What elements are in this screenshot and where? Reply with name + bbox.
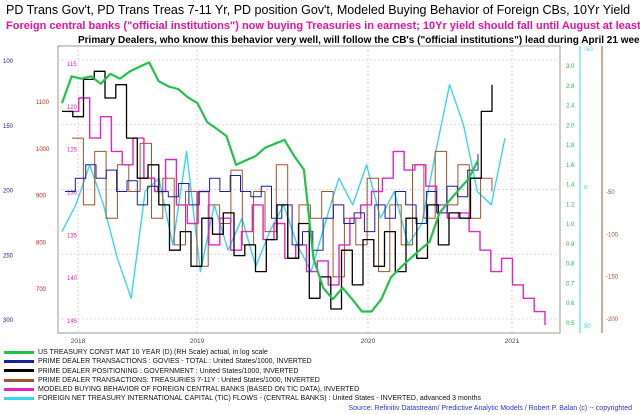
axis-left-outer-tick: 100	[3, 59, 14, 65]
axis-right-brown-tick: -150	[606, 275, 619, 281]
x-axis-tick-label: 2018	[71, 338, 86, 345]
axis-right-cyan-tick: 50	[584, 324, 591, 330]
legend-swatch	[4, 350, 34, 354]
axis-right-brown-tick: -50	[606, 190, 615, 196]
axis-left-pink-tick: 115	[67, 62, 77, 68]
source-credit: Source: Refinitiv Datastream/ Predictive…	[348, 405, 633, 412]
legend-swatch	[4, 387, 34, 391]
axis-left-outer-tick: 150	[3, 124, 14, 130]
axis-right-green-tick: 3.0	[566, 64, 575, 70]
axis-right-green-tick: 2.4	[566, 104, 575, 110]
axis-left-pink-tick: 125	[67, 148, 78, 154]
chart-subtitle: Foreign central banks ("official institu…	[6, 20, 640, 32]
legend-item: US TREASURY CONST MAT 10 YEAR (D) (RH Sc…	[4, 348, 524, 357]
axis-right-brown-tick: -200	[606, 317, 619, 323]
legend-label: PRIME DEALER TRANSACTIONS : GOVIES - TOT…	[38, 358, 312, 366]
legend-label: US TREASURY CONST MAT 10 YEAR (D) (RH Sc…	[38, 349, 268, 356]
axis-left-red-tick: 800	[36, 240, 47, 246]
legend-item: MODELED BUYING BEHAVIOR OF FOREIGN CENTR…	[4, 385, 524, 394]
legend-swatch	[4, 359, 34, 363]
x-axis-tick-label: 2019	[190, 338, 205, 345]
axis-left-pink-tick: 130	[67, 191, 78, 197]
series-line-govies-total	[65, 154, 479, 251]
legend-item: PRIME DEALER TRANSACTIONS : GOVIES - TOT…	[4, 357, 524, 366]
axis-right-green-tick: 1.8	[566, 143, 575, 149]
chart-header: PD Trans Gov't, PD Trans Treas 7-11 Yr, …	[0, 0, 640, 46]
legend-swatch	[4, 378, 34, 382]
axis-right-green-tick: 2.0	[566, 123, 575, 129]
legend-label: PRIME DEALER TRANSACTIONS: TREASURIES 7-…	[38, 376, 320, 384]
legend: US TREASURY CONST MAT 10 YEAR (D) (RH Sc…	[4, 348, 524, 404]
legend-label: PRIME DEALER POSITIONING : GOVERNMENT : …	[38, 367, 299, 375]
axis-left-red-tick: 700	[36, 287, 47, 293]
series-line-foreign-cb	[68, 97, 546, 325]
axis-left-outer-tick: 300	[3, 318, 14, 324]
series-line-yield10	[60, 61, 479, 313]
axis-right-green-tick: 0.8	[566, 262, 575, 268]
axis-right-cyan-tick: -50	[584, 47, 593, 53]
legend-item: PRIME DEALER TRANSACTIONS: TREASURIES 7-…	[4, 376, 524, 385]
axis-right-green-tick: 0.7	[566, 281, 575, 287]
legend-swatch	[4, 397, 34, 401]
axis-right-green-tick: 1.4	[566, 183, 575, 189]
legend-swatch	[4, 369, 34, 373]
axis-left-pink-tick: 145	[67, 319, 78, 325]
axis-left-red-tick: 1100	[36, 100, 50, 106]
axis-left-red-tick: 1000	[36, 147, 50, 153]
axis-right-green-tick: 1.2	[566, 202, 575, 208]
legend-label: FOREIGN NET TREASURY INTERNATIONAL CAPIT…	[38, 395, 481, 403]
axis-right-green-tick: 0.5	[566, 321, 575, 327]
chart-title: PD Trans Gov't, PD Trans Treas 7-11 Yr, …	[6, 3, 631, 17]
axis-right-green-tick: 0.6	[566, 301, 575, 307]
x-axis-tick-label: 2021	[505, 338, 520, 345]
x-axis-tick-label: 2020	[361, 338, 376, 345]
legend-label: MODELED BUYING BEHAVIOR OF FOREIGN CENTR…	[38, 386, 360, 394]
axis-left-outer-tick: 200	[3, 189, 14, 195]
axis-right-green-tick: 1.0	[566, 222, 575, 228]
axis-left-pink-tick: 120	[67, 105, 78, 111]
series-line-pd-position	[62, 70, 493, 310]
axis-left-pink-tick: 140	[67, 276, 78, 282]
axis-left-outer-tick: 250	[3, 253, 14, 259]
axis-right-brown-tick: -100	[606, 232, 619, 238]
axis-right-green-tick: 0.9	[566, 242, 575, 248]
axis-left-red-tick: 900	[36, 194, 47, 200]
axis-right-green-tick: 1.6	[566, 163, 575, 169]
legend-item: PRIME DEALER POSITIONING : GOVERNMENT : …	[4, 367, 524, 376]
chart-note: Primary Dealers, who know this behavior …	[78, 35, 640, 46]
axis-left-pink-tick: 135	[67, 233, 78, 239]
axis-right-green-tick: 2.8	[566, 84, 575, 90]
legend-item: FOREIGN NET TREASURY INTERNATIONAL CAPIT…	[4, 394, 524, 403]
axis-right-cyan-tick: 0	[584, 186, 588, 192]
